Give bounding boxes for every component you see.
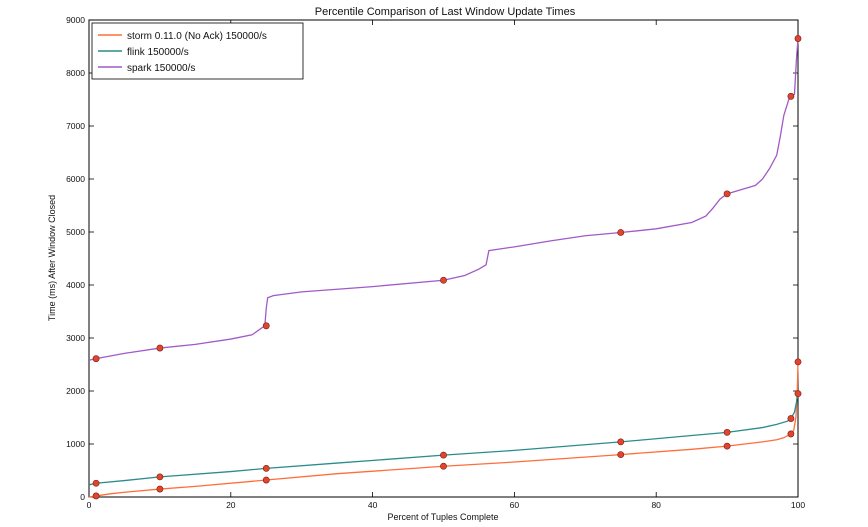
legend-label: flink 150000/s xyxy=(127,47,189,58)
series-marker xyxy=(156,473,164,481)
series-marker xyxy=(617,229,625,236)
series-marker xyxy=(787,415,795,422)
series-marker xyxy=(156,485,164,493)
series-marker xyxy=(794,35,802,42)
y-tick-label: 4000 xyxy=(66,280,85,290)
y-axis-label: Time (ms) After Window Closed xyxy=(47,195,57,321)
series-marker xyxy=(794,390,802,398)
series-marker xyxy=(262,464,270,472)
x-tick-label: 0 xyxy=(87,500,92,510)
y-tick-label: 9000 xyxy=(66,15,85,25)
series-marker xyxy=(92,492,100,500)
series-marker xyxy=(723,428,731,436)
x-axis-label: Percent of Tuples Complete xyxy=(387,512,498,522)
y-tick-label: 6000 xyxy=(66,174,85,184)
y-tick-label: 8000 xyxy=(66,68,85,78)
series-marker xyxy=(787,92,795,100)
series-marker xyxy=(92,479,100,487)
series-marker xyxy=(262,322,270,330)
series-marker xyxy=(723,442,731,450)
axis-ticks: 0 20 40 60 80 1000100020003000400050006000700… xyxy=(66,15,805,510)
y-tick-label: 2000 xyxy=(66,386,85,396)
series-marker xyxy=(262,476,270,484)
legend-label: storm 0.11.0 (No Ack) 150000/s xyxy=(127,31,267,42)
x-tick-label: 40 xyxy=(368,500,378,510)
y-tick-label: 0 xyxy=(80,492,85,502)
series-markers xyxy=(92,35,802,500)
y-tick-label: 7000 xyxy=(66,121,85,131)
legend-box xyxy=(91,22,304,80)
series-marker xyxy=(617,438,625,446)
chart-title: Percentile Comparison of Last Window Upd… xyxy=(315,6,576,18)
legend-label: spark 150000/s xyxy=(127,63,195,74)
series-marker xyxy=(156,344,164,352)
series-marker xyxy=(92,355,100,363)
series-marker xyxy=(440,451,447,459)
x-tick-label: 20 xyxy=(226,500,236,510)
series-marker xyxy=(440,276,447,284)
x-tick-label: 80 xyxy=(651,500,661,510)
series-marker xyxy=(787,430,795,438)
series-marker xyxy=(617,451,625,458)
x-tick-label: 100 xyxy=(791,500,805,510)
series-marker xyxy=(723,190,731,198)
series-marker xyxy=(440,462,447,470)
legend: storm 0.11.0 (No Ack) 150000/s flink 1500… xyxy=(91,22,304,80)
series-marker xyxy=(794,358,802,366)
series-line-2 xyxy=(88,38,799,361)
x-tick-label: 60 xyxy=(510,500,520,510)
y-tick-label: 3000 xyxy=(66,333,85,343)
plot-area xyxy=(88,19,799,498)
y-tick-label: 1000 xyxy=(66,439,85,449)
y-tick-label: 5000 xyxy=(66,227,85,237)
